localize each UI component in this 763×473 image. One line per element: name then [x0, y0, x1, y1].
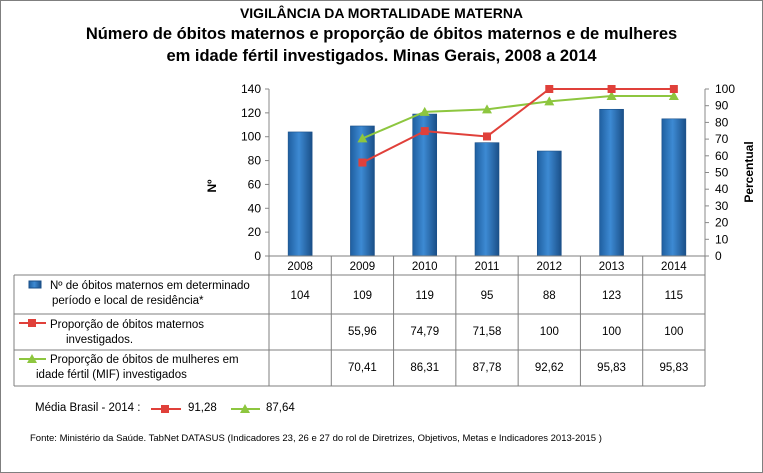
data-label: 100	[664, 326, 683, 338]
data-label: 95	[481, 290, 494, 302]
data-label: 88	[543, 290, 556, 302]
right-tick-label: 10	[715, 232, 729, 246]
maternos-series-line	[361, 88, 674, 164]
bar	[536, 150, 562, 257]
right-tick-label: 0	[715, 249, 722, 263]
maternos-series-point	[545, 85, 554, 93]
right-tick-label: 90	[715, 99, 729, 113]
brasil-average-mif: 87,64	[266, 402, 295, 414]
right-tick-label: 80	[715, 115, 729, 129]
row-label-maternos-line1: Proporção de óbitos maternos	[50, 319, 205, 331]
mif-series-point	[668, 90, 679, 100]
row-label-maternos: Proporção de óbitos maternos investigado…	[50, 318, 204, 348]
mif-series-point	[419, 106, 430, 116]
row-label-obitos-line2: período e local de residência*	[52, 295, 204, 307]
row-label-obitos: Nº de óbitos maternos em determinado per…	[50, 279, 250, 309]
row-label-obitos-line1: Nº de óbitos maternos em determinado	[50, 280, 250, 292]
data-label: 119	[416, 290, 434, 302]
row-label-mif: Proporção de óbitos de mulheres em idade…	[36, 353, 239, 383]
left-tick-label: 100	[241, 130, 261, 144]
right-tick-label: 70	[715, 132, 729, 146]
right-axis-title: Percentual	[742, 141, 756, 202]
left-tick-label: 60	[248, 177, 262, 191]
right-tick-label: 50	[715, 166, 729, 180]
maternos-series-point	[358, 158, 367, 167]
category-label: 2014	[661, 261, 687, 273]
row-label-maternos-line2: investigados.	[66, 334, 134, 346]
chart-title: VIGILÂNCIA DA MORTALIDADE MATERNA	[239, 5, 524, 21]
category-label: 2009	[350, 261, 376, 273]
mif-series-point	[482, 104, 492, 114]
maternos-series-point	[669, 85, 678, 93]
data-label: 115	[665, 290, 683, 302]
bar	[474, 142, 500, 257]
footer-key-mif	[231, 404, 260, 413]
footer-key-maternos	[151, 405, 181, 413]
category-label: 2011	[475, 261, 500, 273]
left-tick-label: 80	[248, 154, 262, 168]
legend-key-bars	[28, 280, 42, 289]
row-label-mif-line2: idade fértil (MIF) investigados	[36, 369, 187, 381]
maternos-series-point	[420, 127, 429, 136]
data-label: 92,62	[535, 362, 564, 374]
right-tick-label: 60	[715, 149, 729, 163]
left-tick-label: 120	[241, 106, 261, 120]
legend-key-maternos	[19, 319, 46, 327]
brasil-average-label: Média Brasil - 2014 :	[35, 402, 141, 414]
chart-subtitle: Número de óbitos maternos e proporção de…	[0, 23, 763, 67]
right-tick-label: 20	[715, 216, 729, 230]
category-label: 2013	[599, 261, 625, 273]
right-tick-label: 40	[715, 182, 729, 196]
data-label: 71,58	[473, 326, 502, 338]
left-tick-label: 20	[248, 225, 262, 239]
data-label: 100	[602, 326, 621, 338]
data-label: 55,96	[348, 326, 377, 338]
mif-series-point	[544, 96, 555, 106]
row-label-mif-line1: Proporção de óbitos de mulheres em	[50, 354, 239, 366]
left-tick-label: 40	[248, 201, 262, 215]
maternos-series-point	[607, 85, 616, 93]
data-label: 109	[353, 290, 372, 302]
data-label: 87,78	[473, 362, 502, 374]
left-tick-label: 0	[254, 249, 261, 263]
maternos-series-point	[483, 132, 491, 141]
brasil-average-maternos: 91,28	[188, 402, 217, 414]
mif-series-line	[362, 94, 674, 140]
left-axis-title: Nº	[205, 179, 219, 193]
bar	[599, 108, 624, 257]
data-label: 95,83	[597, 362, 626, 374]
source-note: Fonte: Ministério da Saúde. TabNet DATAS…	[30, 433, 602, 444]
bar	[661, 118, 687, 257]
data-label: 95,83	[659, 362, 688, 374]
data-label: 70,41	[348, 362, 377, 374]
legend-key-mif	[19, 354, 46, 363]
data-label: 100	[540, 326, 559, 338]
mif-series-point	[357, 133, 368, 143]
category-label: 2012	[536, 261, 562, 273]
mif-series-point	[606, 90, 617, 100]
category-label: 2008	[287, 261, 313, 273]
left-tick-label: 140	[241, 82, 261, 96]
data-label: 74,79	[410, 326, 439, 338]
data-label: 104	[291, 290, 311, 302]
right-tick-label: 30	[715, 199, 729, 213]
data-label: 123	[602, 290, 621, 302]
bar	[287, 131, 313, 257]
category-label: 2010	[412, 261, 438, 273]
bar	[350, 125, 375, 257]
subtitle-line-2: em idade fértil investigados. Minas Gera…	[166, 47, 597, 65]
right-tick-label: 100	[715, 82, 735, 96]
subtitle-line-1: Número de óbitos maternos e proporção de…	[85, 25, 678, 43]
data-label: 86,31	[410, 362, 439, 374]
